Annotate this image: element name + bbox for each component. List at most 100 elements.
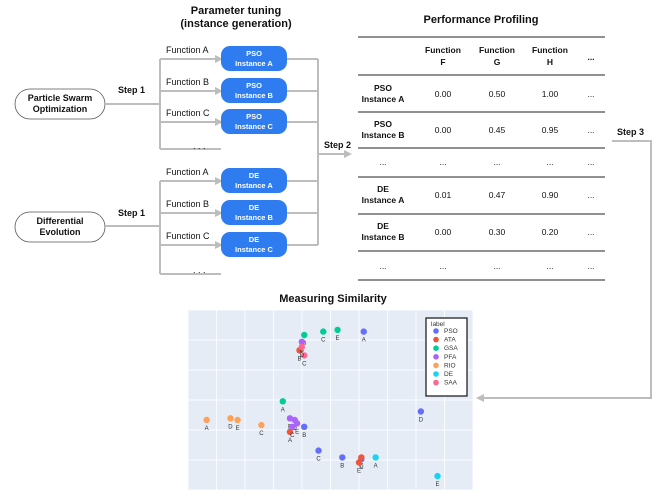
profiling-title: Performance Profiling [424, 14, 539, 26]
similarity-scatter-chart: ADBBCCBACEBCEABBDECADECAECD label PSOATA… [187, 309, 474, 491]
scatter-point-ata [355, 459, 363, 466]
point-label: B [302, 341, 306, 347]
point-label: B [340, 463, 344, 469]
table-cell: 0.00 [435, 125, 452, 135]
instance-prefix: PSO [246, 81, 262, 90]
similarity-title: Measuring Similarity [279, 293, 387, 305]
scatter-point-pfa [298, 338, 306, 345]
function-label-c: Function C [166, 231, 210, 241]
scatter-point-ata [286, 428, 294, 436]
plot-points: ADBBCCBACEBCEABBDECADECAECD [203, 326, 441, 488]
function-label-b: Function B [166, 77, 209, 87]
legend-swatch-gsa [433, 345, 439, 352]
point-label: E [295, 429, 299, 435]
table-cell: 0.50 [489, 89, 506, 99]
scatter-point-pso [339, 454, 346, 461]
table-cell: ... [546, 157, 553, 167]
column-header-g-line1: Function [479, 45, 515, 55]
column-header-h-line1: Function [532, 45, 568, 55]
instance-name: Instance A [235, 181, 273, 190]
table-cell: ... [587, 190, 594, 200]
legend-swatch-ata [433, 336, 439, 343]
legend-entry-de: DE [444, 371, 454, 378]
table-cell: ... [587, 125, 594, 135]
instance-pill-pso-a: PSO Instance A [221, 46, 287, 71]
scatter-point-saa [298, 343, 306, 351]
scatter-point-de [434, 472, 441, 480]
legend-swatch-rio [433, 362, 439, 369]
step1-label-de: Step 1 [118, 208, 145, 218]
legend-swatch-de [433, 371, 439, 377]
function-ellipsis: . . . [193, 265, 206, 275]
legend-entry-rio: RIO [444, 362, 456, 369]
table-cell: 0.00 [435, 227, 452, 237]
row-label-line1: ... [379, 157, 386, 167]
row-label-line2: Instance B [362, 130, 405, 140]
instance-prefix: DE [249, 235, 259, 244]
table-cell: 0.47 [489, 190, 506, 200]
legend-swatch-pso [433, 328, 439, 334]
function-ellipsis: . . . [193, 141, 206, 151]
point-label: B [297, 356, 301, 362]
point-label: B [300, 348, 304, 354]
scatter-point-rio [258, 421, 265, 429]
scatter-point-ata [358, 454, 365, 461]
scatter-point-gsa [301, 331, 308, 339]
point-label: C [290, 433, 295, 439]
function-label-b: Function B [166, 199, 209, 209]
row-label-line2: Instance A [362, 195, 405, 205]
row-label-line2: Instance A [362, 94, 405, 104]
scatter-point-gsa [279, 398, 287, 405]
scatter-point-de [372, 454, 379, 461]
table-cell: 0.01 [435, 190, 452, 200]
instance-name: Instance B [235, 213, 274, 222]
table-cell: 1.00 [542, 89, 559, 99]
scatter-point-pfa [289, 423, 296, 430]
table-cell: ... [546, 261, 553, 271]
column-header-more: ... [587, 52, 594, 62]
instance-pill-de-b: DE Instance B [221, 200, 287, 225]
table-cell: ... [587, 227, 594, 237]
row-label-line1: ... [379, 261, 386, 271]
table-cell: 0.20 [542, 227, 559, 237]
point-label: A [362, 338, 366, 344]
column-header-f-line2: F [440, 57, 445, 67]
row-label-line1: PSO [374, 119, 392, 129]
table-cell: ... [439, 157, 446, 167]
instance-name: Instance A [235, 59, 273, 68]
algorithm-node-pso: Particle Swarm Optimization [14, 88, 106, 120]
table-cell: ... [493, 261, 500, 271]
table-cell: ... [439, 261, 446, 271]
plot-grid [187, 309, 474, 491]
point-label: C [359, 465, 364, 471]
step1-label-pso: Step 1 [118, 85, 145, 95]
column-header-g-line2: G [494, 57, 501, 67]
point-label: A [374, 463, 378, 469]
point-label: C [316, 457, 321, 463]
instance-prefix: DE [249, 203, 259, 212]
step3-label: Step 3 [617, 127, 644, 137]
legend-entry-ata: ATA [444, 337, 456, 344]
function-label-a: Function A [166, 167, 209, 177]
point-label: E [336, 336, 340, 342]
table-cell: ... [587, 157, 594, 167]
table-cell: 0.90 [542, 190, 559, 200]
point-label: C [359, 463, 364, 469]
scatter-point-pso [301, 423, 308, 430]
point-label: E [236, 426, 240, 432]
row-label-line2: Instance B [362, 232, 405, 242]
performance-table: Function F Function G Function H ... PSO… [358, 36, 605, 281]
table-cell: ... [587, 261, 594, 271]
legend-entry-pso: PSO [444, 328, 458, 335]
point-label: A [288, 438, 292, 444]
row-label-line1: PSO [374, 83, 392, 93]
instance-name: Instance C [235, 122, 274, 131]
legend-swatch-pfa [433, 354, 439, 360]
table-cell: 0.30 [489, 227, 506, 237]
scatter-point-rio [234, 416, 241, 424]
algorithm-name-line1: Particle Swarm [28, 93, 93, 103]
legend-entry-saa: SAA [444, 380, 458, 387]
column-header-h-line2: H [547, 57, 553, 67]
